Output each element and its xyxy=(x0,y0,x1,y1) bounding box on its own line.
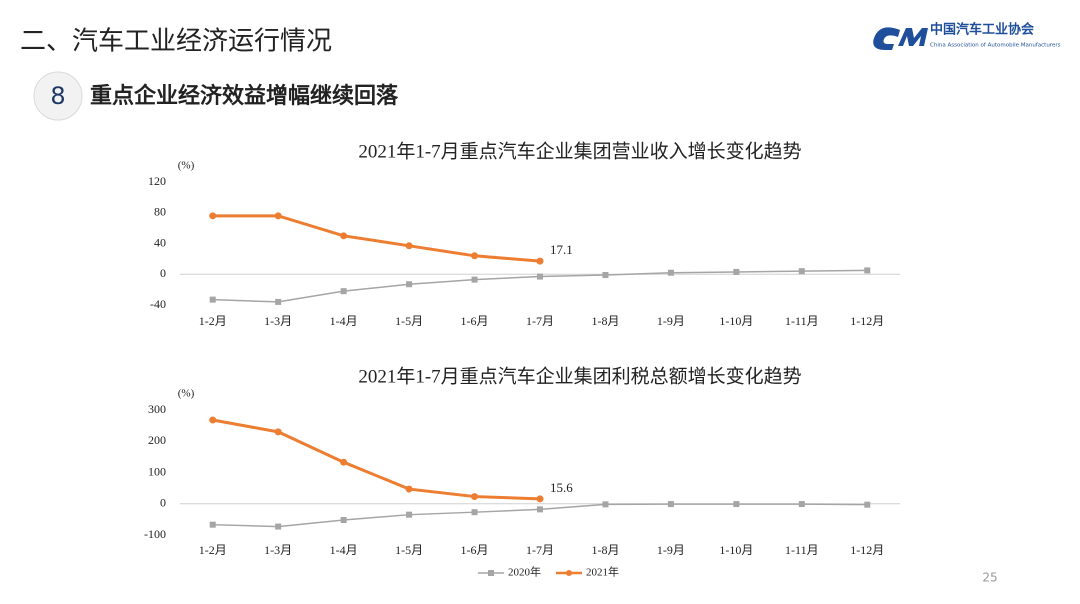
x-tick-label: 1-11月 xyxy=(785,543,819,557)
section-title: 重点企业经济效益增幅继续回落 xyxy=(90,83,399,109)
point-marker xyxy=(537,273,543,280)
y-tick-label: 40 xyxy=(154,235,166,249)
x-tick-label: 1-6月 xyxy=(461,543,489,557)
data-label: 17.1 xyxy=(550,242,573,257)
legend-label: 2020年 xyxy=(508,565,541,579)
point-marker xyxy=(275,523,282,530)
point-marker xyxy=(209,521,216,528)
point-marker xyxy=(536,257,544,265)
point-marker xyxy=(536,495,544,503)
point-marker xyxy=(340,232,348,240)
series-line xyxy=(212,418,541,501)
x-tick-label: 1-2月 xyxy=(199,543,227,557)
point-marker xyxy=(667,269,674,276)
section-badge xyxy=(33,71,83,121)
logo-m xyxy=(898,28,928,46)
x-tick-label: 1-5月 xyxy=(395,543,423,557)
point-marker xyxy=(274,212,282,220)
point-marker xyxy=(405,242,413,250)
data-label: 15.6 xyxy=(550,480,573,495)
legend-marker xyxy=(488,570,494,576)
point-marker xyxy=(602,272,609,279)
x-tick-label: 1-12月 xyxy=(850,314,884,328)
x-tick-label: 1-7月 xyxy=(526,543,554,557)
header-title: 二、汽车工业经济运行情况 xyxy=(20,27,332,57)
point-marker xyxy=(798,268,805,275)
x-tick-label: 1-4月 xyxy=(330,314,358,328)
y-axis-label: (%) xyxy=(178,388,195,400)
x-tick-label: 1-9月 xyxy=(657,543,685,557)
point-marker xyxy=(667,501,674,508)
legend-marker xyxy=(566,570,572,576)
point-marker xyxy=(602,501,609,508)
y-tick-label: 100 xyxy=(148,464,166,478)
point-marker xyxy=(275,298,282,305)
x-tick-label: 1-5月 xyxy=(395,314,423,328)
point-marker xyxy=(406,511,413,518)
y-tick-label: 200 xyxy=(148,433,166,447)
point-marker xyxy=(798,501,805,508)
y-tick-label: 80 xyxy=(154,205,166,219)
section-number: 8 xyxy=(50,82,65,110)
x-tick-label: 1-11月 xyxy=(785,314,819,328)
x-tick-label: 1-6月 xyxy=(461,314,489,328)
point-marker xyxy=(209,416,217,424)
legend-label: 2021年 xyxy=(586,565,619,579)
point-marker xyxy=(405,485,413,493)
x-tick-label: 1-4月 xyxy=(330,543,358,557)
logo-icon xyxy=(873,27,928,50)
x-tick-label: 1-2月 xyxy=(199,314,227,328)
y-tick-label: -40 xyxy=(150,297,166,311)
point-marker xyxy=(274,428,282,436)
x-tick-label: 1-10月 xyxy=(719,543,753,557)
point-marker xyxy=(209,212,217,220)
point-marker xyxy=(471,509,478,516)
point-marker xyxy=(733,268,740,275)
x-tick-label: 1-9月 xyxy=(657,314,685,328)
point-marker xyxy=(471,276,478,283)
x-tick-label: 1-3月 xyxy=(264,543,292,557)
point-marker xyxy=(471,252,479,260)
page-number: 25 xyxy=(982,571,997,585)
y-axis-label: (%) xyxy=(178,160,195,172)
point-marker xyxy=(471,493,479,501)
series-line xyxy=(212,214,541,263)
point-marker xyxy=(340,288,347,295)
y-tick-label: -100 xyxy=(144,527,166,541)
y-tick-label: 120 xyxy=(148,174,166,188)
point-marker xyxy=(537,506,543,513)
y-tick-label: 0 xyxy=(160,266,166,280)
x-tick-label: 1-8月 xyxy=(591,543,619,557)
logo-subtitle: China Association of Automobile Manufact… xyxy=(930,43,1061,49)
point-marker xyxy=(209,296,216,303)
point-marker xyxy=(864,501,871,508)
chart-title: 2021年1-7月重点汽车企业集团利税总额增长变化趋势 xyxy=(358,365,801,387)
point-marker xyxy=(864,267,871,274)
y-tick-label: 0 xyxy=(160,496,166,510)
x-tick-label: 1-10月 xyxy=(719,314,753,328)
x-tick-label: 1-7月 xyxy=(526,314,554,328)
x-tick-label: 1-8月 xyxy=(591,314,619,328)
point-marker xyxy=(733,501,740,508)
x-tick-label: 1-3月 xyxy=(264,314,292,328)
point-marker xyxy=(340,458,348,466)
logo-name: 中国汽车工业协会 xyxy=(930,22,1035,38)
logo-c xyxy=(873,27,900,50)
y-tick-label: 300 xyxy=(148,402,166,416)
chart-title: 2021年1-7月重点汽车企业集团营业收入增长变化趋势 xyxy=(358,140,801,162)
point-marker xyxy=(340,517,347,523)
x-tick-label: 1-12月 xyxy=(850,543,884,557)
point-marker xyxy=(406,281,413,288)
